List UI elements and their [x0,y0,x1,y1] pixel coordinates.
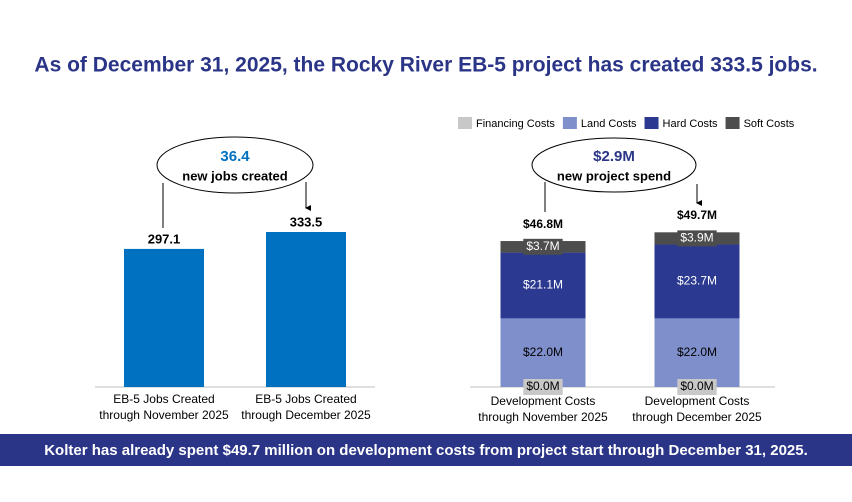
legend-label: Hard Costs [663,118,719,130]
bar-segment [500,318,586,387]
legend-label: Financing Costs [476,118,555,130]
annotation-ellipse [531,137,697,193]
segment-label: $0.0M [680,379,713,393]
slide-title: As of December 31, 2025, the Rocky River… [34,54,817,77]
footer-band [0,434,852,466]
segment-label-box [523,379,563,395]
x-category-label: EB-5 Jobs Created through December 2025 [241,392,371,422]
bar-segment [654,318,740,387]
segment-label: $22.0M [523,345,563,359]
legend-swatch [644,117,659,129]
annotation-ellipse [156,136,314,194]
legend-label: Land Costs [581,118,637,130]
bar-segment [500,252,586,319]
bar [124,248,204,387]
segment-label: $3.9M [680,231,713,245]
x-category-label: EB-5 Jobs Created through November 2025 [99,392,229,422]
footer-text: Kolter has already spent $49.7 million o… [44,442,808,459]
segment-label: $22.0M [677,345,717,359]
segment-label-box [523,238,563,255]
segment-label: $0.0M [526,379,559,393]
legend-swatch [458,117,472,129]
value-label: 297.1 [148,231,181,246]
total-label: $46.8M [523,217,563,231]
x-category-label: Development Costs through December 2025 [632,394,762,424]
segment-label: $23.7M [677,274,717,288]
legend-label: Soft Costs [744,118,795,130]
annotation-value: 36.4 [220,148,250,165]
bar [266,232,346,387]
total-label: $49.7M [677,208,717,222]
segment-label-box [677,379,717,395]
value-label: 333.5 [290,214,323,229]
legend-swatch [562,117,577,129]
segment-label-box [677,230,717,247]
segment-label: $3.7M [526,239,559,253]
annotation-value: $2.9M [593,148,635,165]
legend-swatch [725,117,740,129]
annotation-text: new project spend [557,168,671,183]
segment-label: $21.1M [523,278,563,292]
annotation-text: new jobs created [182,168,288,183]
bar-segment [654,244,740,319]
x-category-label: Development Costs through November 2025 [478,394,608,424]
